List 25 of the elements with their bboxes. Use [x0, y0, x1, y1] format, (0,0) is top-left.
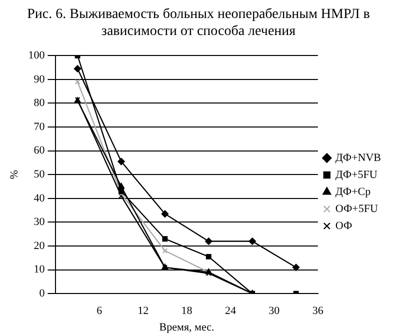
- legend-label: ДФ+NVB: [335, 152, 382, 164]
- x-tick-label: 30: [268, 305, 280, 318]
- chart-title: Рис. 6. Выживаемость больных неоперабельным НМРЛ в зависимости от способа лечения: [26, 6, 371, 41]
- x-axis-title: Время, мес.: [159, 321, 215, 334]
- legend-label: ДФ+Cp: [335, 186, 372, 198]
- y-tick-label: 20: [34, 240, 46, 252]
- y-tick-label: 60: [34, 144, 46, 157]
- y-tick-label: 90: [34, 73, 46, 86]
- x-tick-label: 6: [96, 305, 103, 318]
- x-tick-label: 24: [224, 305, 236, 318]
- y-tick-label: 40: [34, 192, 46, 204]
- y-tick-label: 50: [34, 168, 46, 180]
- x-tick-label: 12: [138, 305, 149, 318]
- y-axis-title: %: [8, 170, 20, 180]
- x-tick-label: 18: [181, 305, 193, 318]
- y-tick-label: 10: [34, 264, 46, 276]
- y-tick-label: 80: [34, 97, 46, 110]
- y-tick-label: 70: [34, 120, 46, 133]
- legend-label: ОФ: [335, 220, 352, 232]
- legend-label: ОФ+5FU: [335, 202, 378, 215]
- y-tick-label: 100: [28, 49, 46, 62]
- legend-label: ДФ+5FU: [335, 168, 378, 181]
- y-tick-label: 30: [34, 216, 46, 228]
- y-tick-label: 0: [39, 287, 46, 300]
- x-tick-label: 36: [312, 305, 324, 318]
